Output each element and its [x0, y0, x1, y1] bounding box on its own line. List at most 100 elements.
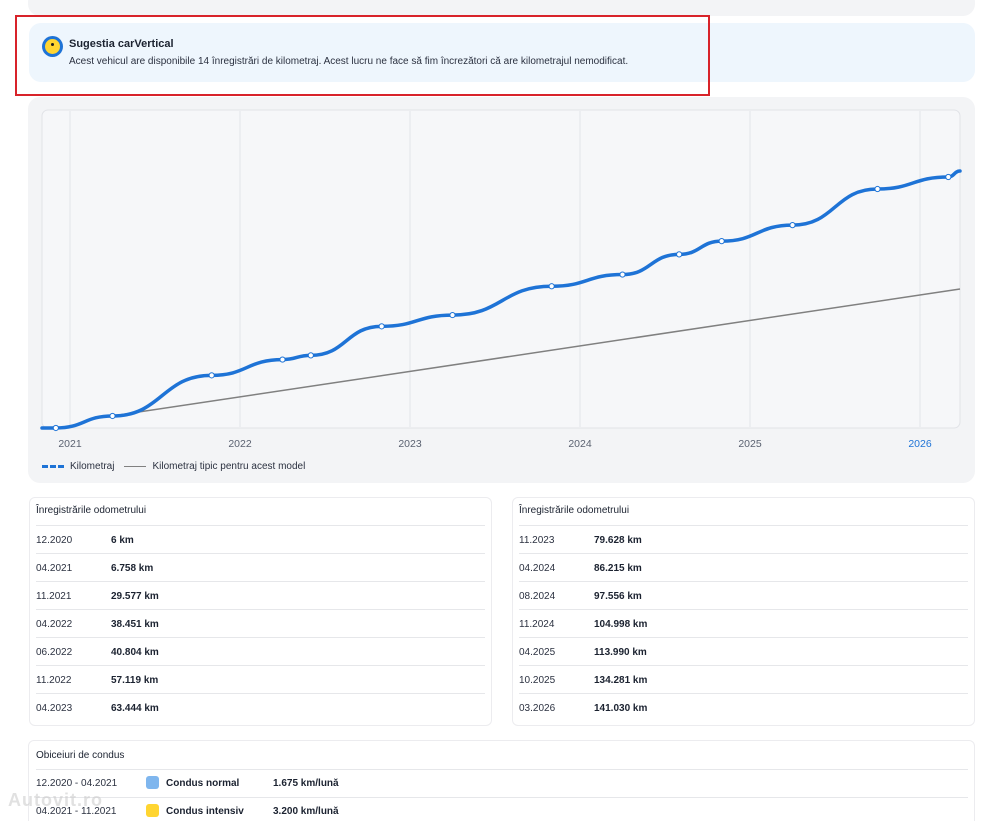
row-date: 10.2025 [519, 675, 556, 686]
row-date: 03.2026 [519, 703, 556, 714]
previous-card [28, 0, 975, 16]
mileage-point[interactable] [449, 311, 456, 319]
x-axis-ticks: 2021 2022 2023 2024 2025 2026 [58, 438, 932, 450]
row-date: 06.2022 [36, 647, 73, 658]
table-row: 11.2024 104.998 km [519, 609, 968, 637]
habit-period: 04.2021 - 11.2021 [36, 806, 117, 817]
x-tick-label: 2024 [568, 438, 592, 450]
odometer-table-heading: Înregistrările odometrului [36, 505, 147, 516]
row-km: 38.451 km [111, 619, 159, 630]
table-row: 12.2020 6 km [36, 525, 485, 553]
habit-period: 12.2020 - 04.2021 [36, 778, 118, 789]
row-km: 134.281 km [594, 675, 648, 686]
list-item: 12.2020 - 04.2021 Condus normal 1.675 km… [36, 769, 968, 797]
mileage-point[interactable] [307, 352, 314, 359]
habit-type: Condus intensiv [166, 806, 244, 817]
row-km: 29.577 km [111, 591, 159, 602]
mileage-markers [52, 173, 952, 432]
mileage-point[interactable] [52, 424, 59, 432]
list-item: 04.2021 - 11.2021 Condus intensiv 3.200 … [36, 797, 968, 821]
table-row: 11.2023 79.628 km [519, 525, 968, 553]
x-tick-label: 2021 [58, 438, 82, 450]
row-date: 04.2023 [36, 703, 73, 714]
mileage-line [40, 169, 962, 430]
odometer-table-right: Înregistrările odometrului 11.2023 79.628… [512, 497, 975, 726]
chart-legend: Kilometraj Kilometraj tipic pentru acest… [42, 461, 315, 472]
table-row: 04.2023 63.444 km [36, 693, 485, 721]
row-km: 97.556 km [594, 591, 642, 602]
mileage-point[interactable] [676, 251, 683, 258]
row-km: 113.990 km [594, 647, 647, 658]
row-date: 04.2024 [519, 563, 556, 574]
x-tick-label: 2022 [228, 438, 252, 450]
watermark-logo: Autovit.ro [8, 790, 103, 810]
typical-mileage-line [112, 288, 961, 417]
habit-rate: 3.200 km/lună [273, 806, 339, 817]
mileage-chart: 2021 2022 2023 2024 2025 2026 [40, 109, 962, 450]
mileage-series [40, 169, 962, 430]
mileage-point[interactable] [378, 323, 385, 330]
row-date: 04.2022 [36, 619, 73, 630]
table-row: 03.2026 141.030 km [519, 693, 968, 721]
mileage-point[interactable] [718, 238, 725, 245]
suggestion-text: Acest vehicul are disponibile 14 înregis… [69, 56, 629, 67]
row-km: 104.998 km [594, 619, 648, 630]
row-km: 6.758 km [111, 563, 154, 574]
mileage-point[interactable] [548, 283, 555, 290]
legend-swatch-actual [42, 465, 64, 468]
driving-habits-card: Obiceiuri de condus 12.2020 - 04.2021 Co… [28, 740, 975, 821]
habit-rate: 1.675 km/lună [273, 778, 339, 789]
mileage-point[interactable] [279, 356, 286, 363]
mileage-point[interactable] [619, 271, 626, 278]
mileage-point[interactable] [109, 412, 116, 420]
table-row: 08.2024 97.556 km [519, 581, 968, 609]
row-km: 86.215 km [594, 563, 642, 574]
suggestion-banner: Sugestia carVertical Acest vehicul are d… [29, 23, 975, 82]
carvertical-mascot-icon [42, 36, 63, 57]
row-km: 141.030 km [594, 703, 648, 714]
table-row: 11.2022 57.119 km [36, 665, 485, 693]
legend-item-typical[interactable]: Kilometraj tipic pentru acest model [124, 461, 305, 472]
row-date: 08.2024 [519, 591, 556, 602]
row-date: 12.2020 [36, 535, 73, 546]
row-date: 04.2021 [36, 563, 73, 574]
table-row: 04.2024 86.215 km [519, 553, 968, 581]
row-date: 11.2022 [36, 675, 72, 686]
table-row: 04.2021 6.758 km [36, 553, 485, 581]
mileage-point[interactable] [789, 222, 796, 229]
table-row: 06.2022 40.804 km [36, 637, 485, 665]
table-row: 04.2025 113.990 km [519, 637, 968, 665]
habit-type: Condus normal [166, 778, 240, 789]
table-row: 04.2022 38.451 km [36, 609, 485, 637]
driving-habits-heading: Obiceiuri de condus [36, 750, 125, 761]
row-km: 6 km [111, 535, 134, 546]
row-km: 40.804 km [111, 647, 159, 658]
mileage-point[interactable] [945, 173, 952, 181]
row-km: 57.119 km [111, 675, 159, 686]
normal-driving-icon [146, 776, 159, 789]
row-km: 79.628 km [594, 535, 642, 546]
typical-series [112, 288, 961, 417]
suggestion-title: Sugestia carVertical [69, 38, 174, 50]
intensive-driving-icon [146, 804, 159, 817]
mileage-point[interactable] [874, 185, 881, 193]
mileage-point[interactable] [208, 372, 215, 379]
odometer-table-left: Înregistrările odometrului 12.2020 6 km 0… [29, 497, 492, 726]
x-tick-label: 2026 [908, 438, 932, 450]
plot-area [41, 109, 961, 429]
row-km: 63.444 km [111, 703, 159, 714]
legend-swatch-typical [124, 466, 147, 467]
table-row: 11.2021 29.577 km [36, 581, 485, 609]
row-date: 11.2021 [36, 591, 72, 602]
chart-grid [69, 111, 921, 427]
legend-label-typical: Kilometraj tipic pentru acest model [152, 461, 306, 472]
x-tick-label: 2023 [398, 438, 422, 450]
row-date: 11.2024 [519, 619, 555, 630]
x-tick-label: 2025 [738, 438, 762, 450]
row-date: 04.2025 [519, 647, 556, 658]
table-row: 10.2025 134.281 km [519, 665, 968, 693]
highlight-frame [15, 15, 710, 96]
odometer-table-heading: Înregistrările odometrului [519, 505, 630, 516]
legend-item-actual[interactable]: Kilometraj [42, 461, 114, 472]
legend-label-actual: Kilometraj [70, 461, 115, 472]
